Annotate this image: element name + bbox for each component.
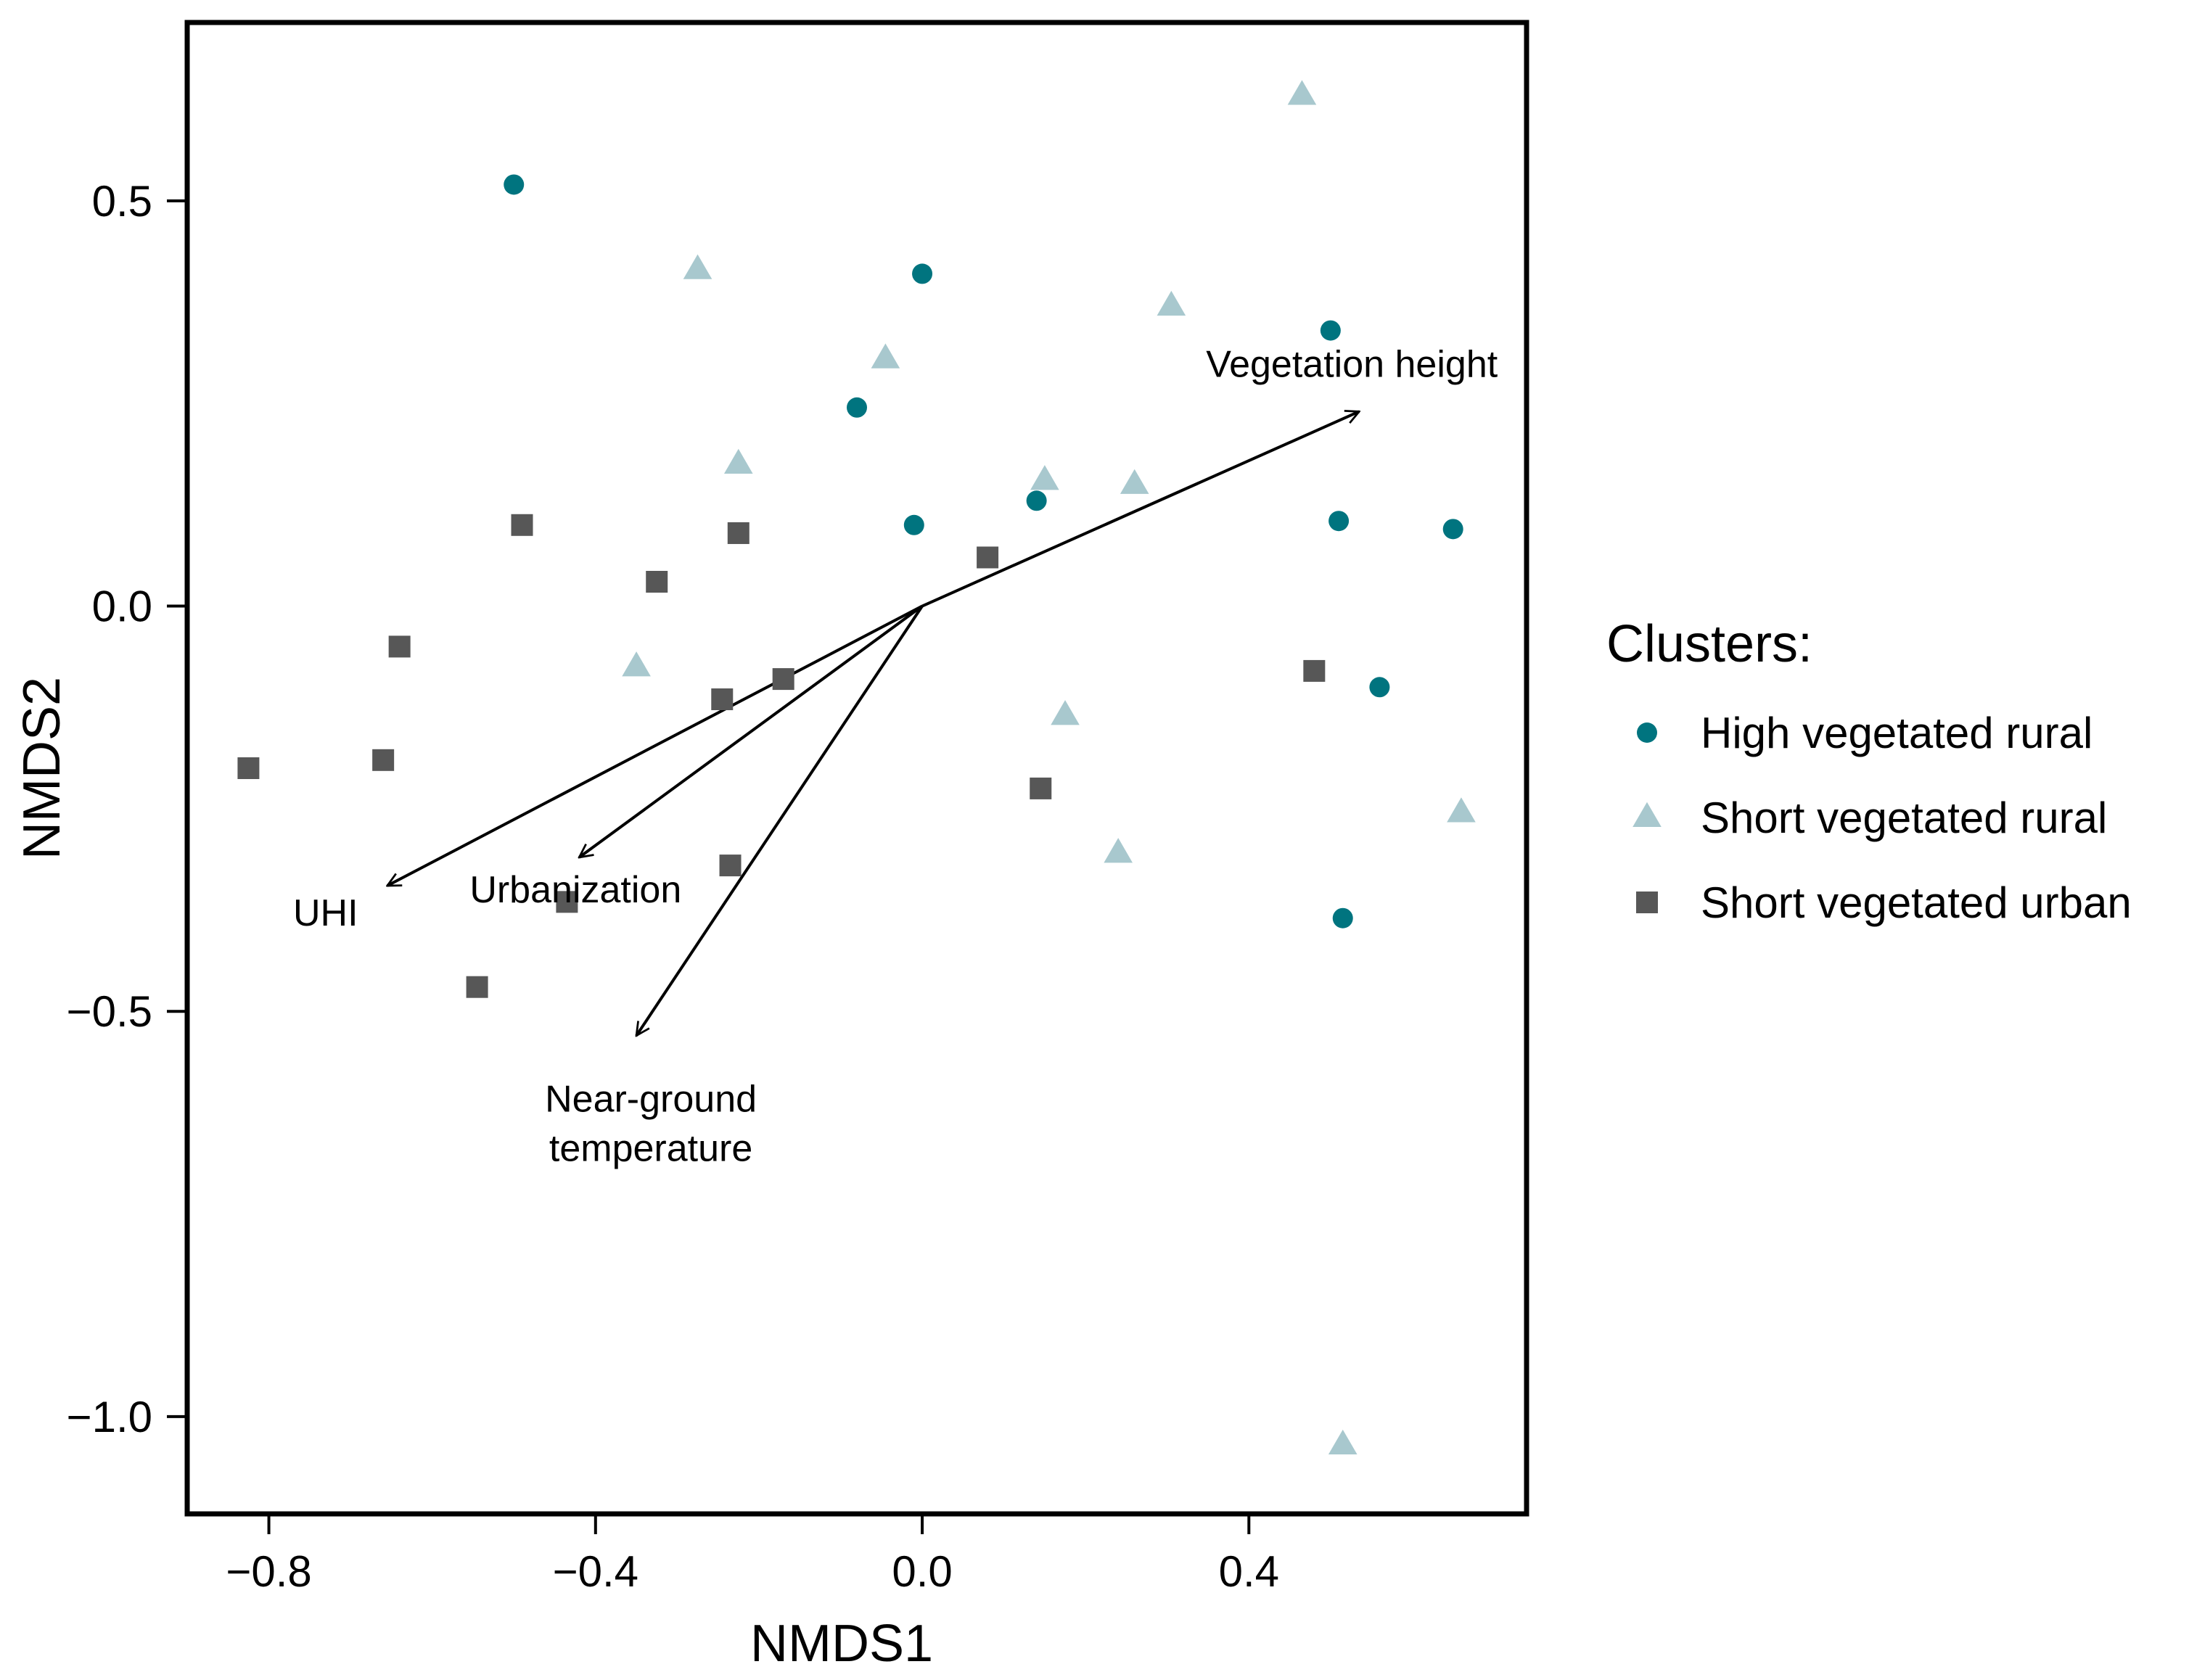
point-circle (847, 397, 867, 418)
legend-item: Short vegetated rural (1632, 794, 2107, 842)
y-axis: 0.5 0.0 −0.5 −1.0 (67, 177, 187, 1441)
point-square (711, 688, 734, 711)
arrow-label: UHI (293, 892, 358, 934)
legend: Clusters: High vegetated rural Short vege… (1606, 615, 2132, 927)
x-tick-label: −0.4 (553, 1547, 638, 1596)
biplot-arrows (387, 411, 1359, 1035)
x-tick-label: −0.8 (226, 1547, 311, 1596)
legend-marker-triangle (1632, 802, 1662, 827)
arrow-label: Near-ground temperature (545, 1079, 757, 1170)
point-square (372, 749, 395, 771)
y-tick-label: 0.5 (92, 177, 152, 226)
point-square (388, 635, 411, 658)
legend-label: Short vegetated rural (1701, 794, 2107, 842)
biplot-arrow (387, 604, 923, 887)
point-triangle (1120, 469, 1149, 494)
point-circle (1332, 907, 1353, 928)
y-tick-label: 0.0 (92, 582, 152, 631)
legend-label: Short vegetated urban (1701, 878, 2132, 927)
point-square (646, 571, 668, 593)
point-circle (1442, 519, 1463, 540)
point-square (1030, 777, 1052, 799)
point-triangle (1447, 797, 1476, 823)
point-triangle (622, 651, 651, 677)
arrow-labels: Vegetation height UHI Urbanization Near-gro… (293, 343, 1498, 1169)
y-tick-label: −0.5 (67, 987, 152, 1036)
point-square (719, 855, 742, 877)
legend-marker-square (1636, 892, 1658, 913)
x-tick-label: 0.0 (892, 1547, 952, 1596)
point-triangle (1157, 290, 1186, 316)
arrow-label: Vegetation height (1206, 343, 1498, 385)
point-triangle (871, 343, 900, 368)
data-points (237, 80, 1476, 1455)
point-triangle (1104, 838, 1133, 863)
point-square (466, 976, 488, 998)
legend-label: High vegetated rural (1701, 709, 2093, 757)
x-axis-title: NMDS1 (750, 1615, 933, 1673)
point-triangle (1287, 80, 1317, 105)
legend-marker-circle (1637, 722, 1657, 743)
point-square (727, 522, 749, 544)
biplot-arrow (921, 411, 1359, 608)
biplot-arrow (579, 604, 924, 857)
point-square (772, 668, 794, 691)
point-triangle (1328, 1429, 1358, 1455)
point-circle (903, 514, 924, 535)
x-tick-label: 0.4 (1219, 1547, 1279, 1596)
point-circle (1328, 511, 1350, 532)
x-axis: −0.8 −0.4 0.0 0.4 (226, 1514, 1279, 1596)
point-circle (504, 174, 525, 195)
arrow-label: Urbanization (469, 869, 681, 911)
legend-item: Short vegetated urban (1636, 878, 2132, 927)
point-circle (912, 263, 933, 284)
point-triangle (1051, 700, 1080, 725)
point-circle (1369, 677, 1390, 698)
point-square (511, 514, 533, 536)
biplot-arrow (636, 605, 924, 1036)
point-square (237, 757, 260, 779)
point-triangle (723, 448, 753, 474)
point-circle (1320, 320, 1341, 341)
point-triangle (1030, 465, 1059, 490)
y-axis-title: NMDS2 (13, 677, 71, 860)
legend-item: High vegetated rural (1637, 709, 2093, 757)
plot-frame (184, 20, 1529, 1517)
point-circle (1026, 490, 1047, 511)
point-square (977, 546, 999, 569)
y-tick-label: −1.0 (67, 1393, 152, 1441)
point-triangle (683, 254, 712, 279)
point-square (1303, 659, 1326, 682)
point-square (556, 891, 578, 913)
legend-title: Clusters: (1606, 615, 1812, 673)
